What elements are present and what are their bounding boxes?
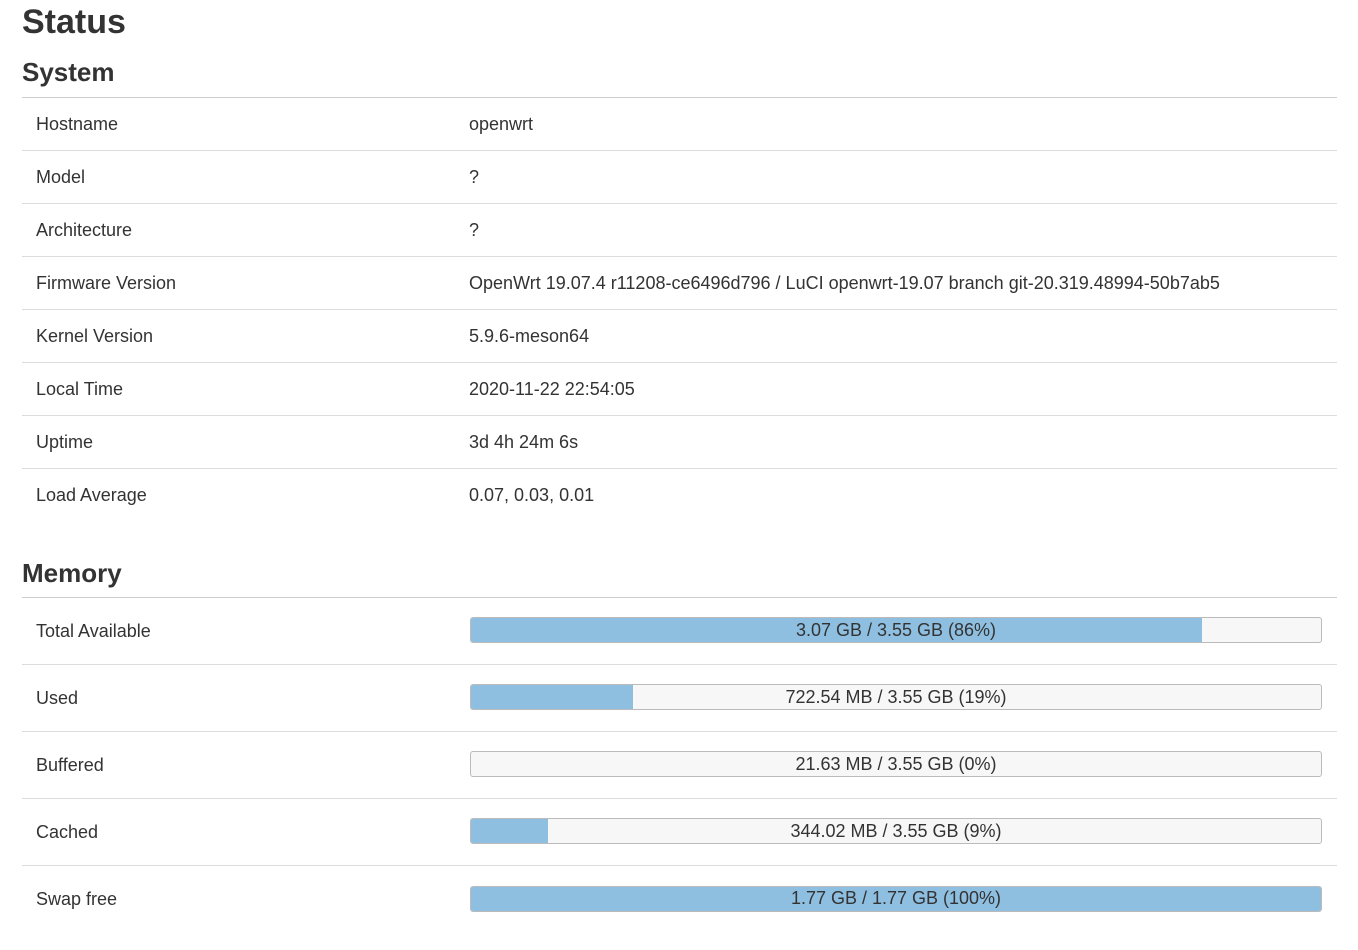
system-row-load-average: Load Average 0.07, 0.03, 0.01 [22, 469, 1337, 522]
cached-progress-text: 344.02 MB / 3.55 GB (9%) [790, 820, 1002, 841]
architecture-value: ? [469, 219, 480, 240]
system-row-local-time: Local Time 2020-11-22 22:54:05 [22, 363, 1337, 416]
memory-row-total-available: Total Available 3.07 GB / 3.55 GB (86%) [22, 598, 1337, 665]
swap-free-progress-text: 1.77 GB / 1.77 GB (100%) [790, 888, 1002, 908]
buffered-progress-text: 21.63 MB / 3.55 GB (0%) [795, 753, 997, 774]
hostname-label: Hostname [36, 113, 119, 134]
used-progress-fill [471, 685, 633, 709]
buffered-label: Buffered [36, 754, 104, 775]
memory-row-used: Used 722.54 MB / 3.55 GB (19%) [22, 665, 1337, 732]
used-progress-bar: 722.54 MB / 3.55 GB (19%) [470, 684, 1322, 710]
swap-free-label: Swap free [36, 889, 118, 909]
kernel-version-value: 5.9.6-meson64 [469, 325, 590, 346]
local-time-value: 2020-11-22 22:54:05 [469, 378, 635, 399]
system-section-title: System [22, 57, 115, 87]
hostname-value: openwrt [469, 113, 534, 134]
system-table: Hostname openwrt Model ? Architecture ? … [22, 97, 1337, 522]
memory-row-buffered: Buffered 21.63 MB / 3.55 GB (0%) [22, 732, 1337, 799]
cached-label: Cached [36, 821, 99, 842]
firmware-version-value: OpenWrt 19.07.4 r11208-ce6496d796 / LuCI… [469, 272, 1220, 293]
page-title: Status [22, 3, 126, 41]
used-progress-text: 722.54 MB / 3.55 GB (19%) [785, 686, 1007, 707]
total-available-progress-fill [471, 618, 1202, 642]
cached-progress-bar: 344.02 MB / 3.55 GB (9%) [470, 818, 1322, 844]
system-row-architecture: Architecture ? [22, 204, 1337, 257]
load-average-label: Load Average [36, 485, 147, 505]
architecture-label: Architecture [36, 219, 133, 240]
model-label: Model [36, 166, 86, 187]
memory-section-title: Memory [22, 558, 122, 588]
load-average-value: 0.07, 0.03, 0.01 [469, 485, 595, 505]
total-available-progress-bar: 3.07 GB / 3.55 GB (86%) [470, 617, 1322, 643]
uptime-value: 3d 4h 24m 6s [469, 431, 579, 452]
system-row-kernel-version: Kernel Version 5.9.6-meson64 [22, 310, 1337, 363]
memory-table: Total Available 3.07 GB / 3.55 GB (86%) … [22, 597, 1337, 933]
used-label: Used [36, 687, 79, 708]
system-row-hostname: Hostname openwrt [22, 98, 1337, 151]
total-available-progress-text: 3.07 GB / 3.55 GB (86%) [795, 619, 997, 640]
model-value: ? [469, 166, 480, 187]
memory-row-cached: Cached 344.02 MB / 3.55 GB (9%) [22, 799, 1337, 866]
buffered-progress-bar: 21.63 MB / 3.55 GB (0%) [470, 751, 1322, 777]
swap-free-progress-fill [471, 886, 1321, 911]
system-row-uptime: Uptime 3d 4h 24m 6s [22, 416, 1337, 469]
system-row-model: Model ? [22, 151, 1337, 204]
cached-progress-fill [471, 819, 548, 843]
memory-row-swap-free: Swap free 1.77 GB / 1.77 GB (100%) [22, 866, 1337, 933]
swap-free-progress-bar: 1.77 GB / 1.77 GB (100%) [470, 885, 1322, 912]
system-row-firmware-version: Firmware Version OpenWrt 19.07.4 r11208-… [22, 257, 1337, 310]
uptime-label: Uptime [36, 431, 94, 452]
total-available-label: Total Available [36, 620, 151, 641]
local-time-label: Local Time [36, 378, 124, 399]
kernel-version-label: Kernel Version [36, 325, 154, 346]
firmware-version-label: Firmware Version [36, 272, 177, 293]
